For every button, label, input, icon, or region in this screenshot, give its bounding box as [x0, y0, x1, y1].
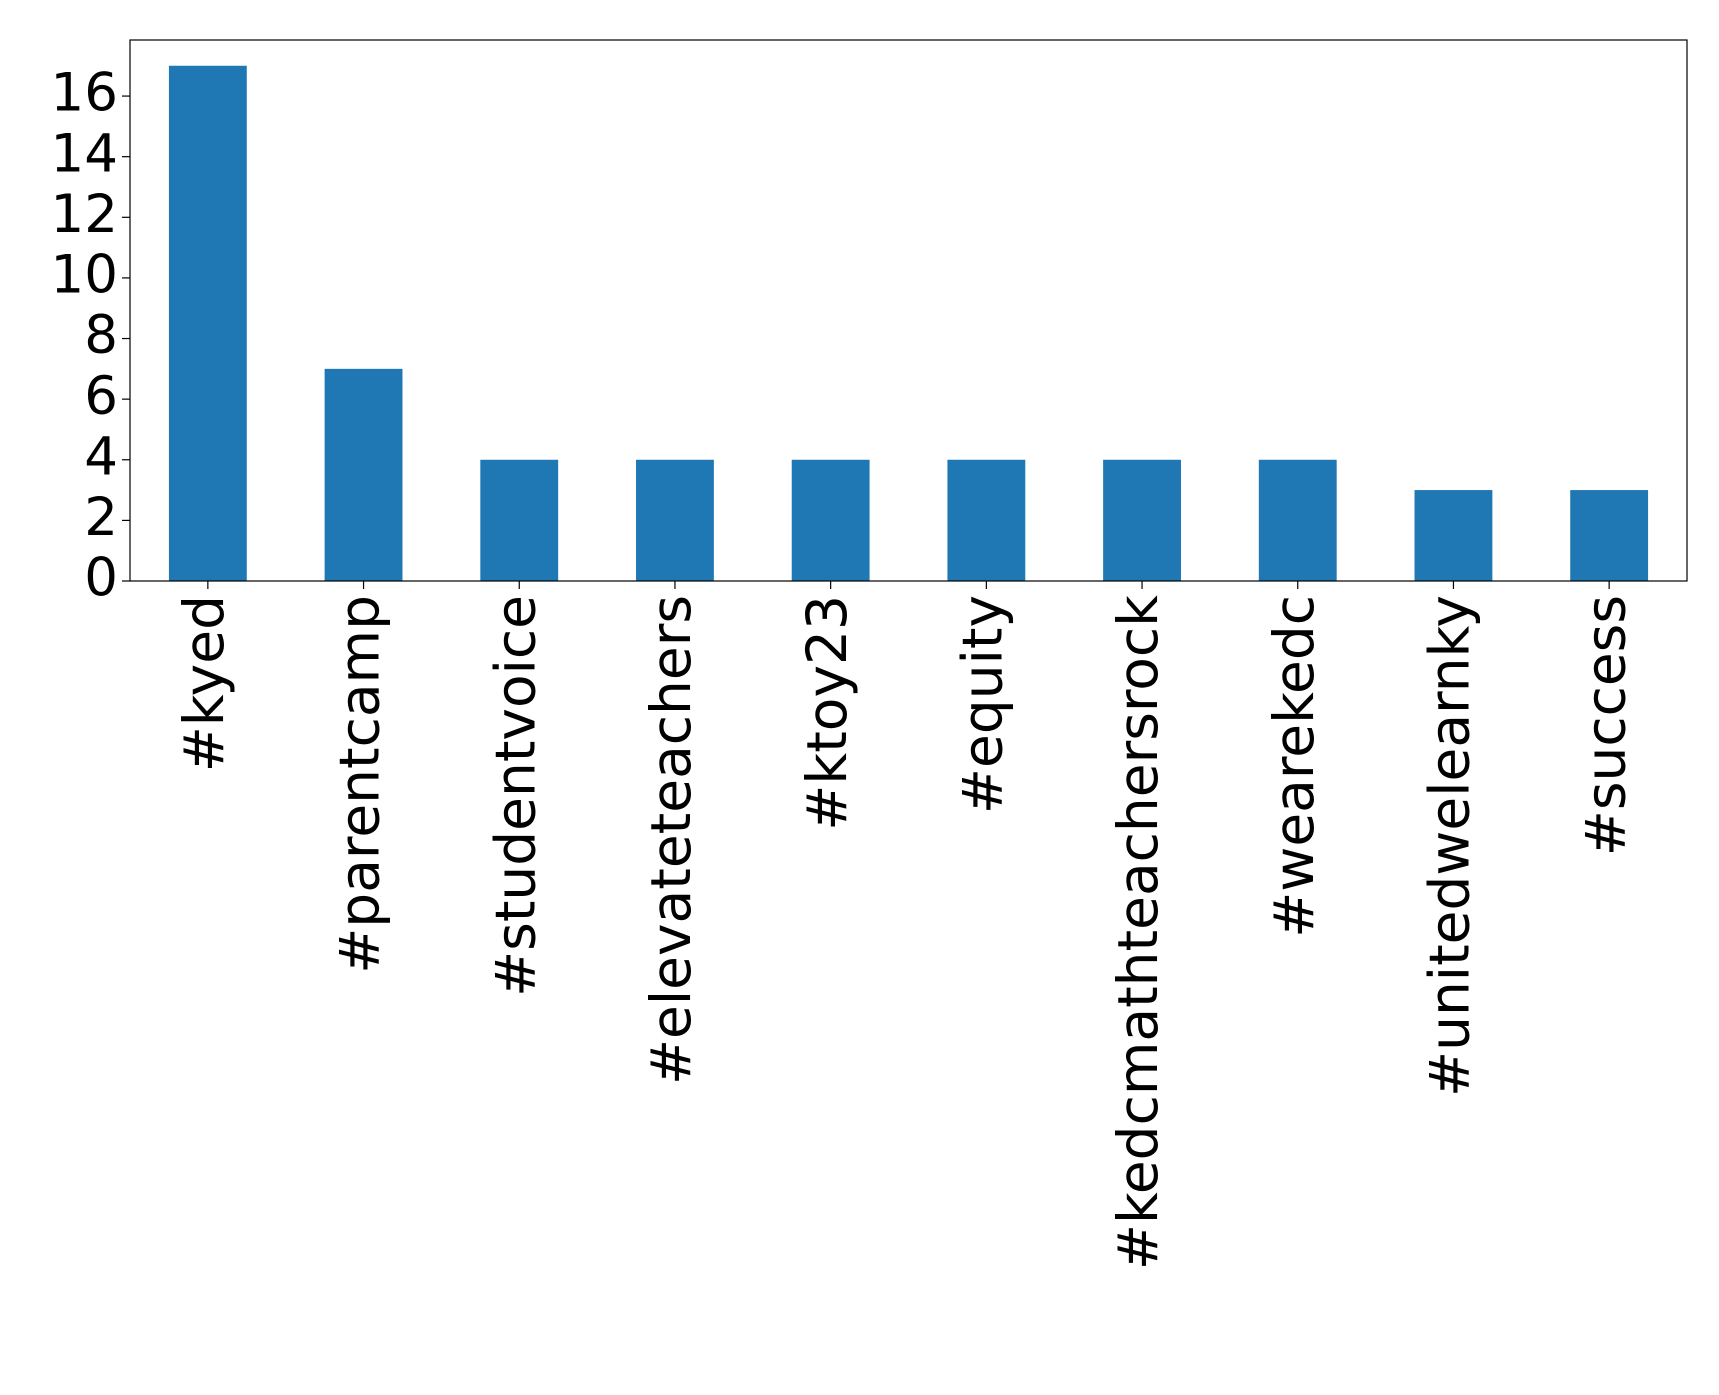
x-tick-label: #wearekedc [1262, 595, 1326, 938]
x-tick-label: #parentcamp [328, 595, 392, 974]
x-tick-label: #kyed [172, 595, 236, 772]
bar [168, 65, 247, 581]
y-tick-label: 0 [84, 548, 118, 609]
bar [1103, 459, 1181, 581]
x-tick-label: #unitedwelearnky [1418, 595, 1482, 1097]
x-tick-label: #ktoy23 [795, 595, 859, 831]
x-tick-label: #studentvoice [483, 595, 547, 997]
y-tick-label: 8 [84, 305, 118, 366]
y-tick-label: 6 [84, 366, 118, 427]
bar [791, 459, 870, 581]
bar [1414, 490, 1493, 581]
plot-frame [129, 39, 1688, 582]
y-tick-label: 10 [51, 245, 118, 306]
y-tick-label: 14 [51, 123, 118, 184]
bar [636, 459, 714, 581]
y-tick-label: 4 [84, 426, 118, 487]
bar [1258, 459, 1337, 581]
bar [947, 459, 1026, 581]
bar [480, 459, 559, 581]
x-tick-label: #equity [950, 595, 1014, 814]
y-tick-label: 16 [51, 63, 118, 124]
y-tick-label: 12 [51, 184, 118, 245]
bar [324, 368, 403, 581]
bar [1570, 490, 1649, 581]
x-tick-label: #kedcmathteachersrock [1106, 595, 1170, 1270]
y-tick-label: 2 [84, 487, 118, 548]
x-tick-label: #elevateteachers [639, 595, 703, 1085]
x-tick-label: #success [1573, 595, 1637, 856]
